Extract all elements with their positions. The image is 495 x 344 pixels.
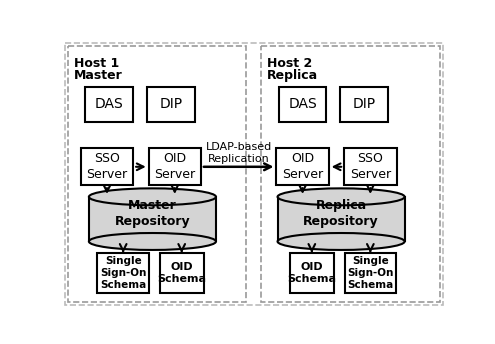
- Text: DAS: DAS: [288, 97, 317, 111]
- Text: LDAP-based
Replication: LDAP-based Replication: [205, 142, 272, 164]
- Ellipse shape: [89, 233, 216, 250]
- Text: Master
Repository: Master Repository: [115, 199, 190, 228]
- Text: Master: Master: [74, 69, 123, 82]
- Text: OID
Server: OID Server: [282, 152, 323, 181]
- Text: SSO
Server: SSO Server: [350, 152, 391, 181]
- Text: OID
Schema: OID Schema: [287, 262, 336, 284]
- Bar: [290, 253, 334, 293]
- Text: DIP: DIP: [159, 97, 183, 111]
- Bar: [276, 148, 329, 185]
- Bar: [86, 87, 133, 122]
- Ellipse shape: [278, 189, 404, 205]
- Text: SSO
Server: SSO Server: [87, 152, 128, 181]
- Bar: [261, 46, 440, 302]
- Bar: [148, 148, 201, 185]
- Bar: [160, 253, 203, 293]
- Text: OID
Schema: OID Schema: [157, 262, 206, 284]
- Bar: [68, 46, 247, 302]
- Bar: [341, 87, 388, 122]
- Bar: [278, 197, 404, 241]
- Text: Host 2: Host 2: [267, 57, 312, 70]
- Bar: [279, 87, 327, 122]
- Text: OID
Server: OID Server: [154, 152, 196, 181]
- Ellipse shape: [278, 233, 404, 250]
- Bar: [81, 148, 133, 185]
- Bar: [147, 87, 195, 122]
- Text: Replica
Repository: Replica Repository: [303, 199, 379, 228]
- Text: Host 1: Host 1: [74, 57, 119, 70]
- Ellipse shape: [89, 189, 216, 205]
- Text: Replica: Replica: [267, 69, 318, 82]
- Bar: [89, 197, 216, 241]
- Bar: [344, 148, 396, 185]
- Text: Single
Sign-On
Schema: Single Sign-On Schema: [347, 256, 394, 290]
- Bar: [98, 253, 149, 293]
- Text: Single
Sign-On
Schema: Single Sign-On Schema: [100, 256, 147, 290]
- Text: DAS: DAS: [95, 97, 124, 111]
- Bar: [345, 253, 396, 293]
- Text: DIP: DIP: [352, 97, 376, 111]
